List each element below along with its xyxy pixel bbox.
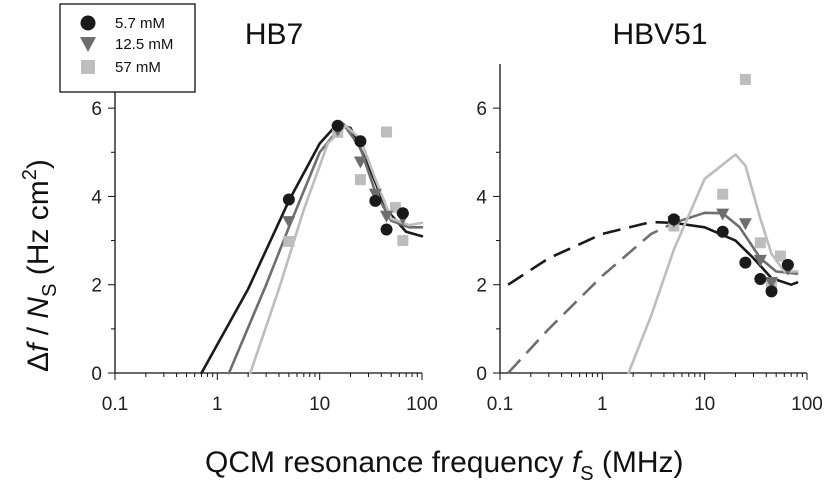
- data-point-12-5-mm: [368, 188, 382, 201]
- legend-label-57mm: 57 mM: [115, 59, 161, 76]
- x-tick-label: 1: [212, 394, 223, 415]
- y-tick-label: 2: [91, 276, 102, 297]
- data-point-5-7-mm: [765, 285, 778, 298]
- x-tick-label: 10: [694, 394, 715, 415]
- x-tick-label: 10: [309, 394, 330, 415]
- panel-title: HBV51: [612, 18, 707, 51]
- y-axis-title: Δf / NS (Hz cm2): [19, 159, 61, 372]
- data-point-12-5-mm: [380, 210, 394, 223]
- legend-label-12-5mm: 12.5 mM: [115, 36, 173, 53]
- y-tick-label: 6: [476, 99, 487, 120]
- data-point-5-7-mm: [369, 194, 382, 207]
- data-point-12-5-mm: [765, 277, 779, 290]
- legend-marker-triangle: [80, 37, 96, 52]
- fit-curve-dashed-5-7-mm: [507, 220, 674, 286]
- data-point-12-5-mm: [716, 208, 730, 221]
- data-point-5-7-mm: [354, 135, 367, 148]
- panel-title: HB7: [245, 18, 303, 51]
- legend-label-5-7mm: 5.7 mM: [115, 15, 165, 32]
- data-point-5-7-mm: [331, 119, 344, 132]
- data-point-57-mm: [739, 73, 751, 85]
- fit-curve-5-7-mm: [200, 122, 424, 375]
- data-point-5-7-mm: [667, 213, 680, 226]
- y-tick-label: 0: [91, 364, 102, 385]
- data-point-12-5-mm: [282, 216, 296, 229]
- x-tick-label: 0.1: [487, 394, 513, 415]
- fit-curve-57-mm: [249, 124, 424, 375]
- fit-curve-5-7-mm: [672, 221, 799, 286]
- fit-curve-57-mm: [627, 153, 799, 375]
- panel-hb7: HB7 0.1 1 10 100 0 2 4 6: [91, 18, 437, 415]
- y-tick-label: 6: [91, 99, 102, 120]
- data-point-12-5-mm: [738, 218, 752, 231]
- legend: 5.7 mM 12.5 mM 57 mM: [59, 3, 196, 93]
- data-point-57-mm: [774, 250, 786, 262]
- data-point-57-mm: [754, 237, 766, 249]
- data-point-12-5-mm: [353, 156, 367, 169]
- data-point-5-7-mm: [380, 223, 393, 236]
- data-point-12-5-mm: [753, 254, 767, 267]
- data-point-57-mm: [717, 188, 729, 200]
- data-point-5-7-mm: [739, 256, 752, 269]
- data-point-57-mm: [389, 201, 401, 213]
- panel-hbv51: HBV51 0.1 1 10 100 0 2 4 6: [476, 18, 822, 415]
- data-point-5-7-mm: [781, 258, 794, 271]
- data-point-57-mm: [354, 174, 366, 186]
- fit-curve-dashed-12-5-mm: [507, 221, 675, 374]
- y-tick-label: 4: [476, 187, 487, 208]
- x-tick-label: 1: [597, 394, 608, 415]
- y-tick-label: 0: [476, 364, 487, 385]
- x-tick-label: 0.1: [102, 394, 128, 415]
- data-point-5-7-mm: [754, 272, 767, 285]
- data-point-57-mm: [397, 235, 409, 247]
- data-point-57-mm: [381, 126, 393, 138]
- data-point-5-7-mm: [716, 225, 729, 238]
- fit-curve-12-5-mm: [227, 122, 424, 375]
- x-tick-label: 100: [406, 394, 438, 415]
- legend-marker-square: [81, 60, 95, 74]
- data-point-5-7-mm: [396, 207, 409, 220]
- legend-marker-circle: [80, 15, 96, 31]
- data-point-5-7-mm: [282, 193, 295, 206]
- y-tick-label: 4: [91, 187, 102, 208]
- y-tick-label: 2: [476, 276, 487, 297]
- x-tick-label: 100: [791, 394, 823, 415]
- data-point-57-mm: [283, 235, 295, 247]
- fit-curve-12-5-mm: [672, 211, 799, 275]
- x-axis-title: QCM resonance frequency fS (MHz): [205, 446, 684, 484]
